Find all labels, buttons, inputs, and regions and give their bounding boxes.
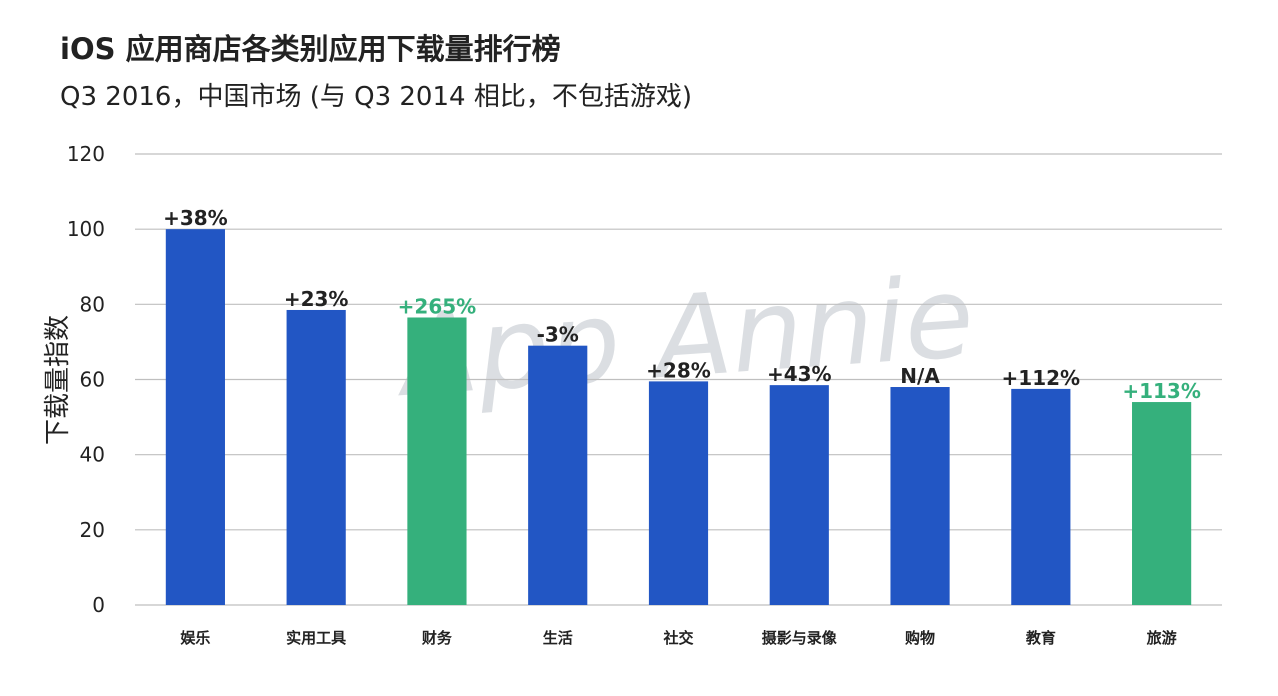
bars — [165, 229, 1192, 605]
x-tick-label: 生活 — [543, 629, 573, 647]
data-label: N/A — [900, 364, 940, 388]
y-tick-label: 20 — [80, 518, 105, 542]
bar — [1011, 388, 1071, 605]
data-label: +28% — [646, 358, 711, 382]
y-tick-label: 120 — [67, 142, 105, 166]
x-tick-label: 摄影与录像 — [762, 629, 838, 647]
data-label: +265% — [398, 294, 477, 318]
x-tick-label: 购物 — [905, 629, 935, 647]
data-labels: +38% +23% +265% -3% +28% +43% N/A +112% +113% — [163, 206, 1201, 403]
y-tick-label: 40 — [80, 443, 105, 467]
x-tick-label: 社交 — [662, 629, 693, 647]
chart-subtitle: Q3 2016，中国市场 (与 Q3 2014 相比，不包括游戏) — [60, 82, 692, 112]
y-tick-label: 80 — [80, 292, 105, 316]
data-label: +38% — [163, 206, 228, 230]
x-axis-ticks: 娱乐 实用工具 财务 生活 社交 摄影与录像 购物 教育 旅游 — [180, 629, 1176, 647]
bar — [648, 381, 709, 605]
chart-title: iOS 应用商店各类别应用下载量排行榜 — [60, 32, 561, 66]
data-label: -3% — [537, 323, 579, 347]
x-tick-label: 旅游 — [1147, 629, 1177, 647]
data-label: +112% — [1002, 366, 1081, 390]
bar — [1132, 402, 1192, 605]
x-tick-label: 实用工具 — [286, 629, 346, 647]
x-tick-label: 教育 — [1025, 629, 1056, 647]
bar — [407, 317, 467, 605]
x-tick-label: 娱乐 — [180, 629, 210, 647]
bar — [528, 345, 588, 605]
y-axis-ticks: 0 20 40 60 80 100 120 — [67, 142, 105, 617]
data-label: +113% — [1122, 379, 1201, 403]
bar — [165, 229, 225, 605]
bar — [890, 387, 950, 605]
data-label: +23% — [284, 287, 349, 311]
y-tick-label: 60 — [80, 368, 105, 392]
bar — [286, 309, 346, 605]
x-tick-label: 财务 — [422, 629, 453, 647]
data-label: +43% — [767, 362, 832, 386]
y-axis-label: 下载量指数 — [43, 315, 73, 445]
bar — [769, 385, 829, 605]
y-tick-label: 100 — [67, 217, 105, 241]
y-tick-label: 0 — [92, 593, 105, 617]
